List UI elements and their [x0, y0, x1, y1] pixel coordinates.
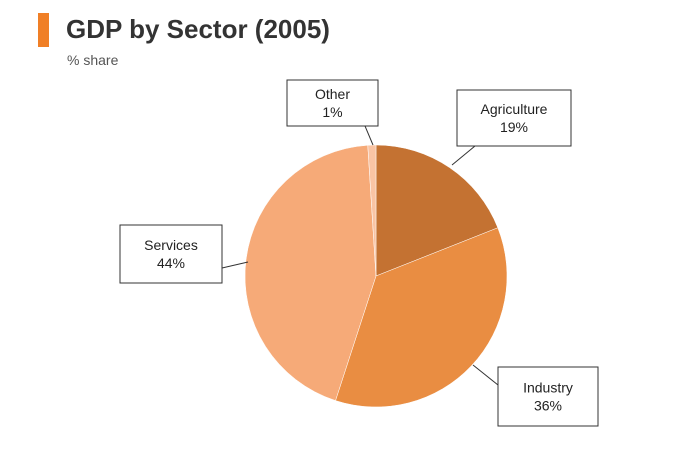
callout-box-industry	[497, 366, 599, 427]
callout-line-other	[364, 125, 374, 146]
slice-value-label-industry: 36%	[534, 398, 562, 414]
pie-slice-other	[367, 144, 377, 277]
chart-subtitle: % share	[67, 52, 119, 68]
slice-name-label-other: Other	[315, 86, 350, 102]
slice-name-label-agriculture: Agriculture	[481, 101, 548, 117]
pie-slice-industry	[335, 227, 508, 408]
callout-box-services	[119, 224, 223, 284]
slice-name-label-services: Services	[144, 237, 198, 253]
slice-value-label-agriculture: 19%	[500, 119, 528, 135]
slice-name-label-industry: Industry	[523, 380, 573, 396]
chart-title: GDP by Sector (2005)	[66, 14, 330, 44]
callout-line-industry	[472, 364, 499, 386]
callout-line-services	[221, 261, 249, 269]
pie-slice-agriculture	[375, 144, 499, 277]
callout-line-agriculture	[451, 145, 476, 166]
callout-box-other	[286, 79, 379, 127]
slice-value-label-other: 1%	[322, 104, 342, 120]
title-accent-bar	[38, 13, 49, 47]
callout-box-agriculture	[456, 89, 572, 147]
slice-value-label-services: 44%	[157, 255, 185, 271]
pie-slice-services	[244, 144, 377, 401]
